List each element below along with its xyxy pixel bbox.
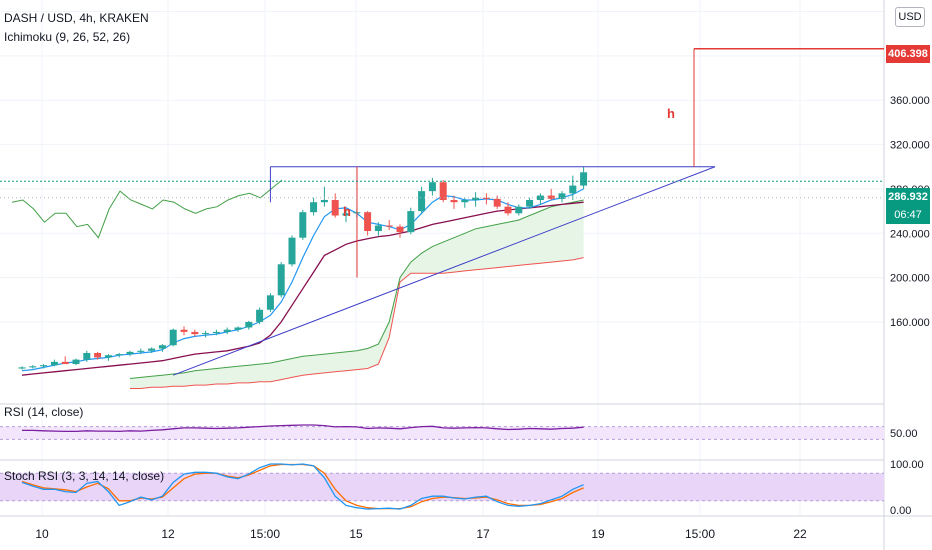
time-tick-label: 19 — [591, 527, 605, 541]
candle-body[interactable] — [461, 200, 469, 203]
price-tick-label: 360.000 — [890, 95, 930, 107]
drawings[interactable] — [0, 48, 884, 376]
countdown-label: 06:47 — [886, 206, 930, 224]
candle-body[interactable] — [256, 309, 264, 322]
candle-body[interactable] — [137, 350, 145, 352]
candle-body[interactable] — [50, 361, 58, 366]
candle-body[interactable] — [396, 226, 404, 233]
current-price-label: 286.932 — [886, 188, 930, 206]
price-tick-label: 320.000 — [890, 140, 930, 152]
stoch-tick-label: 100.00 — [890, 459, 924, 471]
candle-body[interactable] — [72, 359, 80, 365]
candle-body[interactable] — [320, 200, 328, 203]
candle-body[interactable] — [115, 354, 123, 356]
chikou-span — [11, 179, 283, 239]
candle-body[interactable] — [299, 212, 307, 238]
time-tick-label: 12 — [161, 527, 175, 541]
candles[interactable] — [18, 166, 588, 370]
rsi-line — [22, 424, 584, 433]
candle-body[interactable] — [342, 213, 350, 216]
candle-body[interactable] — [374, 225, 382, 232]
candle-body[interactable] — [277, 264, 285, 296]
rsi-pane — [0, 424, 884, 440]
candle-body[interactable] — [547, 195, 555, 199]
candle-body[interactable] — [94, 352, 102, 358]
price-tick-label: 160.000 — [890, 317, 930, 329]
candle-body[interactable] — [526, 200, 534, 207]
time-tick-label: 10 — [35, 527, 49, 541]
candle-body[interactable] — [245, 321, 253, 328]
senkou-span-b — [130, 257, 584, 389]
candle-body[interactable] — [385, 225, 393, 227]
candle-body[interactable] — [169, 329, 177, 346]
currency-button[interactable]: USD — [895, 7, 925, 27]
candle-body[interactable] — [569, 185, 577, 194]
candle-body[interactable] — [61, 361, 69, 365]
ichimoku-cloud — [129, 199, 584, 389]
candle-body[interactable] — [418, 191, 426, 212]
rsi-tick-label: 50.00 — [890, 428, 918, 440]
time-tick-label: 15:00 — [685, 527, 715, 541]
candle-body[interactable] — [158, 345, 166, 349]
candle-body[interactable] — [439, 182, 447, 200]
candle-body[interactable] — [493, 198, 501, 207]
candle-body[interactable] — [364, 212, 372, 232]
candle-body[interactable] — [40, 365, 48, 367]
candle-body[interactable] — [126, 351, 134, 355]
symbol-title[interactable]: DASH / USD, 4h, KRAKEN — [4, 11, 149, 25]
measure-label-left: h — [343, 204, 351, 219]
candle-body[interactable] — [472, 197, 480, 200]
candle-body[interactable] — [482, 197, 490, 199]
candle-body[interactable] — [407, 211, 415, 233]
candle-body[interactable] — [83, 352, 91, 360]
candle-body[interactable] — [148, 348, 156, 351]
cloud-fill — [130, 200, 584, 389]
target-price-label: 406.398 — [886, 45, 930, 63]
time-tick-label: 22 — [793, 527, 807, 541]
ichimoku-legend[interactable]: Ichimoku (9, 26, 52, 26) — [4, 30, 131, 44]
stoch-rsi-pane — [0, 463, 884, 510]
candle-body[interactable] — [266, 295, 274, 310]
time-tick-label: 15 — [349, 527, 363, 541]
candle-body[interactable] — [580, 172, 588, 186]
price-tick-label: 200.000 — [890, 273, 930, 285]
candle-body[interactable] — [104, 355, 112, 358]
stoch-k-line — [21, 463, 584, 510]
price-tick-label: 240.000 — [890, 228, 930, 240]
time-tick-label: 17 — [476, 527, 490, 541]
candle-body[interactable] — [29, 366, 37, 368]
candle-body[interactable] — [202, 333, 210, 335]
tenkan-sen — [21, 188, 584, 372]
candle-body[interactable] — [234, 327, 242, 330]
kijun-sen — [21, 201, 584, 376]
candle-body[interactable] — [223, 329, 231, 332]
candle-body[interactable] — [18, 367, 26, 369]
rsi-band — [0, 426, 884, 440]
candle-body[interactable] — [191, 331, 199, 335]
candle-body[interactable] — [515, 206, 523, 214]
candle-body[interactable] — [450, 200, 458, 203]
candle-body[interactable] — [310, 202, 318, 213]
stoch-tick-label: 0.00 — [890, 505, 911, 517]
candle-body[interactable] — [558, 193, 566, 199]
time-tick-label: 15:00 — [250, 527, 280, 541]
time-axis: 10 12 15:00 15 17 19 15:00 22 — [35, 527, 807, 541]
indicator-lines — [11, 179, 584, 376]
measure-label-right: h — [667, 106, 675, 121]
candle-body[interactable] — [331, 200, 339, 216]
rsi-legend[interactable]: RSI (14, close) — [4, 405, 84, 419]
support-trendline[interactable] — [173, 166, 716, 376]
candle-body[interactable] — [212, 331, 220, 334]
candle-body[interactable] — [504, 206, 512, 214]
candle-body[interactable] — [288, 237, 296, 265]
senkou-span-a — [129, 199, 584, 379]
stoch-legend[interactable]: Stoch RSI (3, 3, 14, 14, close) — [4, 469, 165, 483]
candle-body[interactable] — [180, 329, 188, 332]
candle-body[interactable] — [428, 182, 436, 192]
